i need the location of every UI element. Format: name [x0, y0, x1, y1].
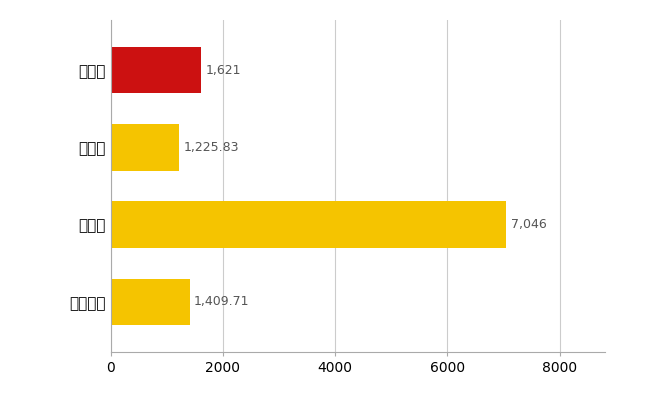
Bar — [111, 202, 506, 248]
Text: 1,409.71: 1,409.71 — [194, 295, 250, 308]
Bar — [111, 279, 190, 325]
Text: 1,621: 1,621 — [206, 64, 242, 77]
Text: 1,225.83: 1,225.83 — [184, 141, 239, 154]
Bar — [111, 124, 179, 170]
Text: 7,046: 7,046 — [510, 218, 546, 231]
Bar — [111, 47, 202, 93]
